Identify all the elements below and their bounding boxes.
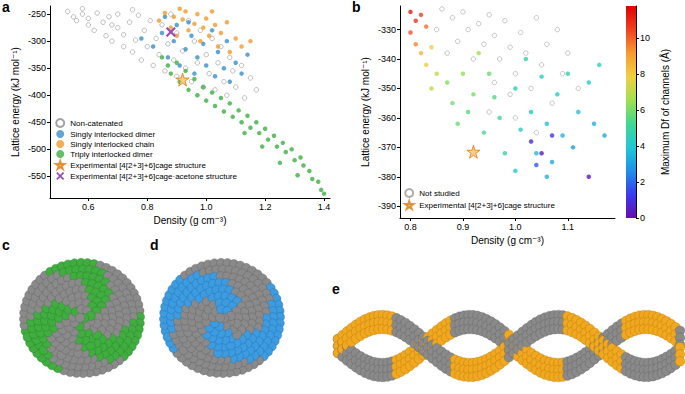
svg-text:Not studied: Not studied bbox=[419, 189, 459, 198]
svg-text:8: 8 bbox=[640, 69, 645, 79]
svg-text:1.2: 1.2 bbox=[259, 202, 272, 212]
svg-text:Singly interlocked dimer: Singly interlocked dimer bbox=[70, 130, 155, 139]
svg-text:-330: -330 bbox=[378, 25, 396, 35]
svg-text:Triply interlocked dimer: Triply interlocked dimer bbox=[70, 150, 153, 159]
svg-text:10: 10 bbox=[640, 33, 650, 43]
svg-text:1.1: 1.1 bbox=[562, 222, 575, 232]
svg-text:-340: -340 bbox=[378, 54, 396, 64]
svg-text:-450: -450 bbox=[28, 117, 46, 127]
svg-text:-550: -550 bbox=[28, 171, 46, 181]
svg-text:0.8: 0.8 bbox=[141, 202, 154, 212]
svg-text:2: 2 bbox=[640, 177, 645, 187]
svg-text:-380: -380 bbox=[378, 172, 396, 182]
svg-text:Density (g cm⁻³): Density (g cm⁻³) bbox=[153, 215, 226, 226]
svg-text:Non-catenated: Non-catenated bbox=[70, 119, 122, 128]
svg-text:Lattice energy (kJ mol⁻¹): Lattice energy (kJ mol⁻¹) bbox=[10, 47, 21, 157]
svg-text:b: b bbox=[352, 0, 361, 15]
svg-text:1.4: 1.4 bbox=[318, 202, 331, 212]
svg-text:-350: -350 bbox=[378, 83, 396, 93]
svg-text:d: d bbox=[150, 237, 159, 253]
svg-text:0.9: 0.9 bbox=[457, 222, 470, 232]
svg-text:Maximum Df of channels (Å): Maximum Df of channels (Å) bbox=[659, 49, 671, 175]
svg-text:4: 4 bbox=[640, 141, 645, 151]
svg-text:0: 0 bbox=[640, 213, 645, 223]
svg-text:-500: -500 bbox=[28, 144, 46, 154]
svg-text:0.6: 0.6 bbox=[82, 202, 95, 212]
svg-text:Experimental [4[2+3]+6]cage st: Experimental [4[2+3]+6]cage structure bbox=[419, 201, 555, 210]
svg-text:1.0: 1.0 bbox=[509, 222, 522, 232]
svg-text:Experimental [4[2+3]+6]cage·ac: Experimental [4[2+3]+6]cage·acetone stru… bbox=[70, 172, 237, 181]
svg-text:Experimental [4[2+3]+6]cage st: Experimental [4[2+3]+6]cage structure bbox=[70, 161, 206, 170]
svg-text:Singly interlocked chain: Singly interlocked chain bbox=[70, 140, 154, 149]
svg-text:-360: -360 bbox=[378, 113, 396, 123]
svg-text:-370: -370 bbox=[378, 142, 396, 152]
svg-text:Density (g cm⁻³): Density (g cm⁻³) bbox=[471, 235, 544, 246]
svg-text:c: c bbox=[2, 237, 10, 253]
svg-text:Lattice energy (kJ mol⁻¹): Lattice energy (kJ mol⁻¹) bbox=[360, 57, 371, 167]
svg-text:0.8: 0.8 bbox=[404, 222, 417, 232]
svg-text:a: a bbox=[2, 0, 10, 15]
svg-text:6: 6 bbox=[640, 105, 645, 115]
svg-text:-390: -390 bbox=[378, 201, 396, 211]
svg-text:1.0: 1.0 bbox=[200, 202, 213, 212]
svg-text:-250: -250 bbox=[28, 9, 46, 19]
svg-text:-350: -350 bbox=[28, 63, 46, 73]
svg-text:-300: -300 bbox=[28, 36, 46, 46]
svg-text:e: e bbox=[332, 281, 340, 297]
svg-text:-400: -400 bbox=[28, 90, 46, 100]
